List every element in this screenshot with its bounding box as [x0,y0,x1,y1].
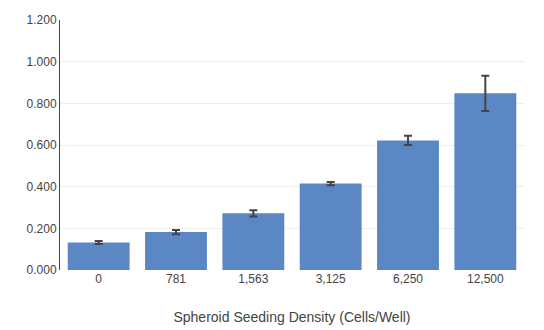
svg-text:6,250: 6,250 [393,272,423,286]
svg-text:12,500: 12,500 [467,272,504,286]
svg-text:3,125: 3,125 [316,272,346,286]
svg-text:1.200: 1.200 [27,13,57,27]
svg-text:781: 781 [166,272,186,286]
svg-text:0.600: 0.600 [27,138,57,152]
svg-text:1.000: 1.000 [27,55,57,69]
svg-text:Spheroid Seeding Density (Cell: Spheroid Seeding Density (Cells/Well) [173,309,410,325]
svg-text:0: 0 [95,272,102,286]
svg-text:0.400: 0.400 [27,180,57,194]
svg-text:0.800: 0.800 [27,97,57,111]
svg-text:1,563: 1,563 [238,272,268,286]
svg-text:0.200: 0.200 [27,222,57,236]
svg-text:0.000: 0.000 [27,263,57,277]
